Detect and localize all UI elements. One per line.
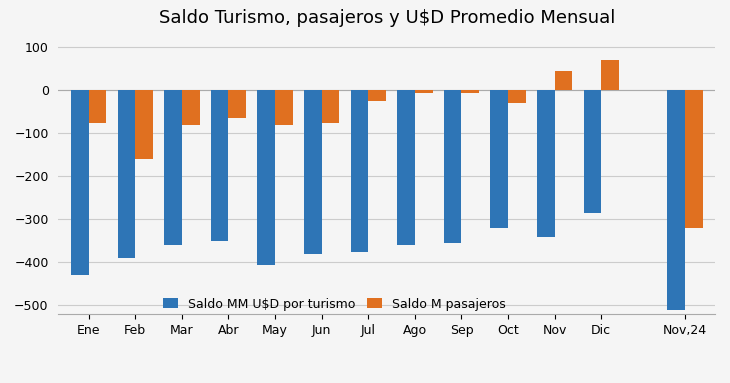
Bar xyxy=(461,90,479,93)
Bar xyxy=(71,90,88,275)
Bar xyxy=(667,90,685,310)
Bar xyxy=(118,90,135,258)
Bar xyxy=(397,90,415,245)
Title: Saldo Turismo, pasajeros y U$D Promedio Mensual: Saldo Turismo, pasajeros y U$D Promedio … xyxy=(158,9,615,27)
Bar xyxy=(491,90,508,228)
Bar xyxy=(602,60,619,90)
Bar xyxy=(164,90,182,245)
Bar xyxy=(88,90,107,123)
Bar xyxy=(211,90,228,241)
Bar xyxy=(350,90,368,252)
Bar xyxy=(685,90,703,228)
Bar xyxy=(228,90,246,118)
Bar xyxy=(258,90,275,265)
Bar xyxy=(182,90,199,125)
Bar xyxy=(304,90,322,254)
Legend: Saldo MM U$D por turismo, Saldo M pasajeros: Saldo MM U$D por turismo, Saldo M pasaje… xyxy=(163,298,506,311)
Bar xyxy=(135,90,153,159)
Bar xyxy=(275,90,293,125)
Bar xyxy=(555,71,572,90)
Bar xyxy=(444,90,461,243)
Bar xyxy=(368,90,386,101)
Bar xyxy=(537,90,555,237)
Bar xyxy=(508,90,526,103)
Bar xyxy=(583,90,602,213)
Bar xyxy=(322,90,339,123)
Bar xyxy=(415,90,433,93)
